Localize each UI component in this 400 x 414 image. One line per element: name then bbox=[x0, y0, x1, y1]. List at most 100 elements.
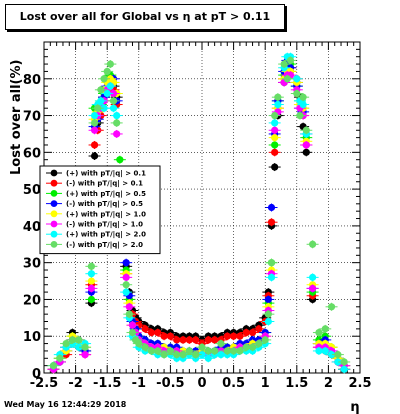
legend-marker bbox=[50, 220, 58, 228]
data-point bbox=[271, 163, 279, 171]
data-point bbox=[242, 343, 250, 351]
data-point bbox=[299, 100, 307, 109]
data-point bbox=[154, 328, 162, 337]
legend-entry: (-) with pT/|q| > 1.0 bbox=[66, 221, 143, 230]
data-point bbox=[286, 56, 295, 64]
data-point bbox=[87, 270, 95, 278]
data-point bbox=[97, 97, 105, 105]
data-point bbox=[248, 343, 257, 351]
x-tick-label: -1 bbox=[132, 376, 146, 391]
data-point bbox=[217, 351, 225, 359]
data-point bbox=[185, 347, 193, 355]
x-tick-label: -2 bbox=[68, 376, 82, 391]
legend-marker bbox=[50, 210, 58, 218]
data-point bbox=[296, 111, 304, 120]
data-point bbox=[230, 332, 238, 340]
data-point bbox=[122, 259, 130, 267]
data-point bbox=[141, 325, 149, 333]
data-point bbox=[125, 303, 133, 311]
x-tick-label: -1.5 bbox=[93, 376, 121, 391]
data-point bbox=[204, 354, 212, 362]
data-point bbox=[90, 141, 99, 149]
data-point bbox=[179, 351, 187, 359]
timestamp-footer: Wed May 16 12:44:29 2018 bbox=[4, 400, 127, 409]
data-point bbox=[204, 336, 212, 344]
data-point bbox=[309, 284, 317, 293]
data-point bbox=[198, 351, 206, 359]
data-point bbox=[106, 60, 114, 68]
data-point bbox=[100, 104, 108, 112]
y-tick-label: 40 bbox=[23, 220, 41, 235]
data-point bbox=[122, 288, 130, 296]
legend-marker bbox=[50, 169, 58, 177]
legend-marker bbox=[50, 241, 58, 248]
data-point bbox=[334, 358, 342, 366]
data-point bbox=[75, 343, 83, 351]
legend-marker bbox=[50, 200, 58, 208]
data-point bbox=[321, 347, 329, 355]
data-point bbox=[315, 347, 323, 355]
data-point bbox=[97, 86, 105, 94]
data-point bbox=[173, 351, 181, 359]
data-point bbox=[87, 262, 95, 270]
data-point bbox=[271, 141, 279, 149]
x-tick-label: 1 bbox=[261, 376, 270, 391]
data-point bbox=[340, 358, 348, 366]
data-point bbox=[122, 273, 130, 281]
data-point bbox=[147, 347, 156, 355]
data-point bbox=[141, 343, 149, 351]
data-point bbox=[302, 141, 310, 149]
legend-entry: (+) with pT/|q| > 1.0 bbox=[66, 210, 146, 219]
data-point bbox=[236, 347, 244, 355]
y-tick-label: 0 bbox=[32, 367, 41, 382]
legend-entry: (-) with pT/|q| > 0.1 bbox=[66, 180, 143, 189]
data-point bbox=[106, 82, 114, 90]
y-tick-label: 60 bbox=[23, 146, 41, 161]
data-point bbox=[75, 336, 83, 344]
y-tick-label: 10 bbox=[23, 330, 41, 345]
x-tick-label: 0 bbox=[197, 376, 206, 391]
data-point bbox=[274, 100, 282, 109]
legend-entry: (-) with pT/|q| > 0.5 bbox=[66, 200, 143, 209]
x-tick-label: 2 bbox=[324, 376, 333, 391]
legend-entry: (-) with pT/|q| > 2.0 bbox=[66, 241, 143, 250]
y-tick-label: 20 bbox=[23, 293, 41, 308]
legend: (+) with pT/|q| > 0.1(-) with pT/|q| > 0… bbox=[39, 165, 161, 255]
data-point bbox=[122, 281, 130, 289]
data-point bbox=[267, 259, 276, 267]
legend-entry: (+) with pT/|q| > 0.5 bbox=[66, 190, 146, 199]
data-point bbox=[128, 328, 137, 337]
data-point bbox=[327, 303, 336, 311]
data-point bbox=[242, 328, 250, 337]
y-axis-label: Lost over all(%) bbox=[9, 60, 24, 175]
data-point bbox=[267, 218, 276, 226]
data-point bbox=[81, 351, 89, 359]
legend-entry: (+) with pT/|q| > 0.1 bbox=[66, 170, 146, 179]
data-markers bbox=[47, 52, 351, 374]
data-point bbox=[204, 347, 212, 355]
data-point bbox=[223, 347, 231, 355]
data-point bbox=[100, 75, 108, 83]
data-point bbox=[90, 126, 99, 134]
x-tick-label: 2.5 bbox=[348, 376, 371, 391]
data-point bbox=[113, 119, 121, 127]
data-point bbox=[271, 126, 279, 134]
legend-marker bbox=[50, 230, 58, 238]
data-point bbox=[185, 336, 193, 344]
y-tick-label: 30 bbox=[23, 257, 41, 272]
data-point bbox=[103, 89, 111, 98]
data-point bbox=[283, 75, 291, 83]
data-point bbox=[230, 347, 238, 355]
data-point bbox=[90, 152, 99, 160]
legend-entry: (+) with pT/|q| > 2.0 bbox=[66, 231, 146, 240]
x-tick-label: 0.5 bbox=[222, 376, 245, 391]
data-point bbox=[280, 60, 288, 68]
data-point bbox=[113, 130, 121, 138]
data-point bbox=[271, 119, 279, 127]
x-axis-label: η bbox=[350, 400, 359, 414]
data-point bbox=[271, 111, 279, 120]
data-point bbox=[198, 343, 206, 351]
data-point bbox=[62, 339, 70, 348]
